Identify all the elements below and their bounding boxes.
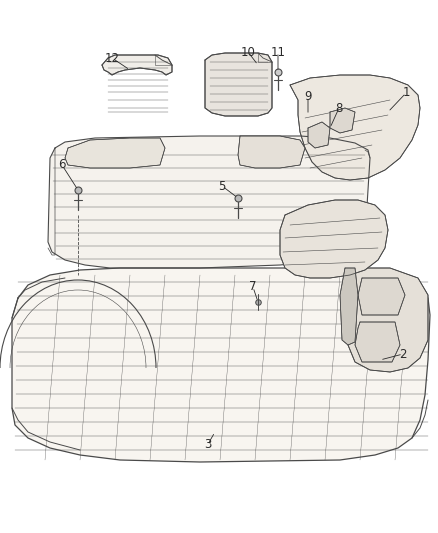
Text: 2: 2 (399, 348, 407, 360)
Text: 3: 3 (204, 438, 212, 450)
Polygon shape (345, 268, 428, 372)
Text: 11: 11 (271, 45, 286, 59)
Polygon shape (48, 136, 370, 268)
Polygon shape (330, 108, 355, 133)
Polygon shape (308, 122, 330, 148)
Polygon shape (205, 53, 272, 116)
Polygon shape (102, 55, 172, 75)
Polygon shape (358, 278, 405, 315)
Polygon shape (280, 200, 388, 278)
Text: 10: 10 (240, 45, 255, 59)
Text: 7: 7 (249, 280, 257, 294)
Text: 1: 1 (402, 86, 410, 100)
Text: 9: 9 (304, 91, 312, 103)
Text: 5: 5 (218, 180, 226, 192)
Text: 8: 8 (336, 101, 343, 115)
Polygon shape (238, 136, 305, 168)
Polygon shape (12, 268, 430, 462)
Polygon shape (290, 75, 420, 180)
Polygon shape (355, 322, 400, 362)
Text: 6: 6 (58, 158, 66, 172)
Polygon shape (340, 268, 358, 345)
Polygon shape (65, 138, 165, 168)
Text: 12: 12 (105, 52, 120, 64)
